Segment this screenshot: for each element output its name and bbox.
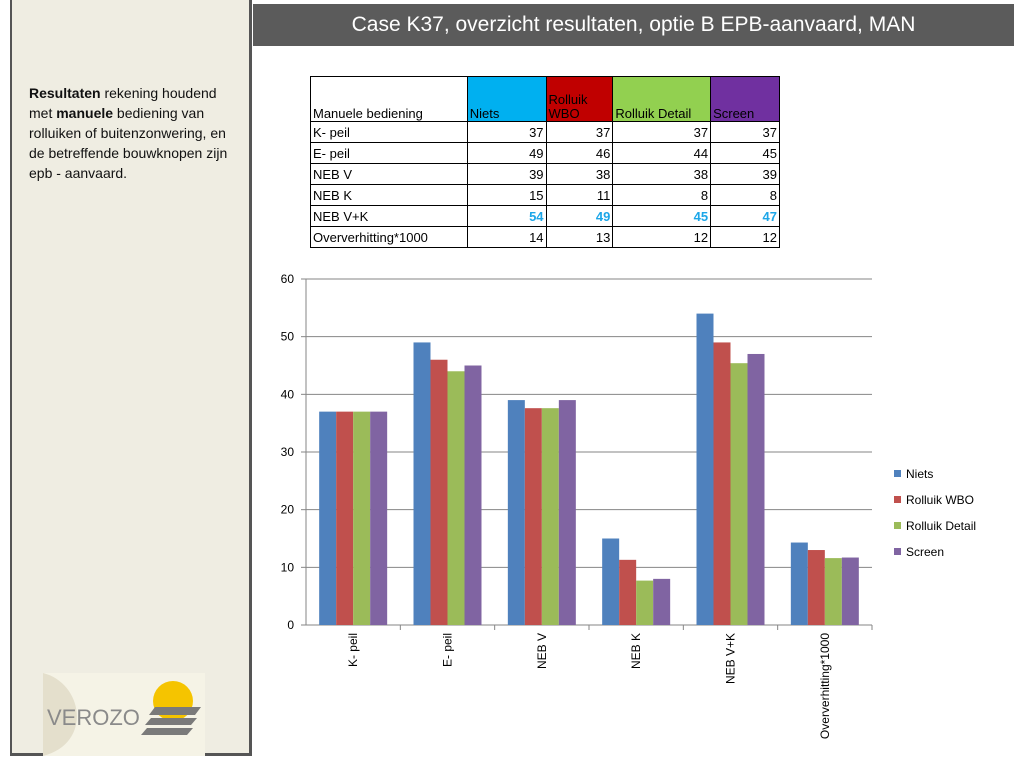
bar bbox=[336, 411, 354, 625]
bar bbox=[353, 411, 371, 625]
table-cell: 38 bbox=[612, 163, 712, 185]
x-tick-label: NEB V bbox=[535, 633, 549, 669]
y-tick-label: 50 bbox=[281, 330, 295, 344]
bar bbox=[747, 353, 765, 625]
sidebar-text-bold-2: manuele bbox=[56, 105, 114, 121]
table-cell: 37 bbox=[466, 121, 547, 143]
row-label: NEB K bbox=[310, 184, 468, 206]
y-tick-label: 20 bbox=[281, 503, 295, 517]
bar bbox=[413, 342, 431, 625]
logo-text: VEROZO bbox=[47, 705, 140, 730]
table-cell: 49 bbox=[545, 205, 614, 227]
legend-swatch bbox=[894, 548, 901, 555]
legend-swatch bbox=[894, 522, 901, 529]
legend-label: Rolluik WBO bbox=[906, 493, 974, 507]
table-row: NEB K 15 11 8 8 bbox=[310, 184, 780, 206]
sidebar-text-bold-1: Resultaten bbox=[29, 85, 101, 101]
bar bbox=[619, 559, 637, 625]
x-tick-label: Oververhitting*1000 bbox=[818, 633, 832, 739]
row-label: K- peil bbox=[310, 121, 468, 143]
table-cell: 37 bbox=[545, 121, 614, 143]
legend-label: Niets bbox=[906, 467, 933, 481]
bar bbox=[713, 342, 731, 625]
table-row-highlighted: NEB V+K 54 49 45 47 bbox=[310, 205, 780, 227]
verozo-logo: VEROZO bbox=[43, 673, 205, 756]
table-cell: 15 bbox=[466, 184, 547, 206]
table-header-cell: Rolluik WBO bbox=[545, 76, 614, 122]
y-tick-label: 40 bbox=[281, 387, 295, 401]
table-cell: 12 bbox=[612, 226, 712, 248]
bar bbox=[730, 363, 748, 625]
bar bbox=[464, 365, 482, 625]
table-header-cell: Niets bbox=[466, 76, 547, 122]
table-header-cell: Screen bbox=[710, 76, 780, 122]
table-cell: 14 bbox=[466, 226, 547, 248]
y-tick-label: 10 bbox=[281, 560, 295, 574]
bar bbox=[653, 578, 671, 625]
table-cell: 37 bbox=[612, 121, 712, 143]
table-cell: 12 bbox=[710, 226, 780, 248]
legend-label: Rolluik Detail bbox=[906, 519, 976, 533]
bar bbox=[447, 371, 465, 625]
bar bbox=[790, 542, 808, 625]
bar bbox=[807, 550, 825, 625]
bar bbox=[370, 411, 388, 625]
table-header-row: Manuele bediening Niets Rolluik WBO Roll… bbox=[310, 76, 780, 122]
table-row: NEB V 39 38 38 39 bbox=[310, 163, 780, 185]
x-tick-label: K- peil bbox=[346, 633, 360, 667]
bar bbox=[319, 411, 337, 625]
row-label: E- peil bbox=[310, 142, 468, 164]
table-cell: 8 bbox=[612, 184, 712, 206]
bar bbox=[602, 538, 620, 625]
table-cell: 46 bbox=[545, 142, 614, 164]
table-cell: 47 bbox=[710, 205, 780, 227]
table-cell: 44 bbox=[612, 142, 712, 164]
table-cell: 13 bbox=[545, 226, 614, 248]
bar bbox=[524, 408, 542, 625]
bar bbox=[430, 359, 448, 625]
x-tick-label: E- peil bbox=[441, 633, 455, 667]
bar bbox=[636, 580, 654, 625]
table-cell: 54 bbox=[466, 205, 547, 227]
page-title: Case K37, overzicht resultaten, optie B … bbox=[253, 4, 1014, 46]
sidebar-panel: Resultaten rekening houdend met manuele … bbox=[10, 0, 252, 756]
bar bbox=[558, 400, 576, 625]
table-row: Oververhitting*1000 14 13 12 12 bbox=[310, 226, 780, 248]
results-table: Manuele bediening Niets Rolluik WBO Roll… bbox=[310, 76, 780, 248]
x-tick-label: NEB V+K bbox=[724, 633, 738, 684]
table-cell: 45 bbox=[612, 205, 712, 227]
row-label: NEB V bbox=[310, 163, 468, 185]
sidebar-text-4: bediening van rolluiken of buitenzonweri… bbox=[29, 105, 228, 181]
row-label: Oververhitting*1000 bbox=[310, 226, 468, 248]
y-tick-label: 30 bbox=[281, 445, 295, 459]
table-row: E- peil 49 46 44 45 bbox=[310, 142, 780, 164]
y-tick-label: 0 bbox=[287, 618, 294, 632]
legend-swatch bbox=[894, 470, 901, 477]
table-cell: 45 bbox=[710, 142, 780, 164]
table-cell: 49 bbox=[466, 142, 547, 164]
bar bbox=[824, 558, 842, 625]
table-cell: 39 bbox=[466, 163, 547, 185]
table-cell: 38 bbox=[545, 163, 614, 185]
table-header-cell: Rolluik Detail bbox=[612, 76, 712, 122]
bar bbox=[541, 408, 559, 625]
legend-label: Screen bbox=[906, 545, 944, 559]
x-tick-label: NEB K bbox=[629, 633, 643, 669]
row-label: NEB V+K bbox=[310, 205, 468, 227]
legend-swatch bbox=[894, 496, 901, 503]
table-cell: 39 bbox=[710, 163, 780, 185]
sidebar-text-2: rekening houdend met bbox=[29, 85, 217, 121]
table-cell: 11 bbox=[545, 184, 614, 206]
bar bbox=[696, 313, 714, 625]
bar bbox=[507, 400, 525, 625]
y-tick-label: 60 bbox=[281, 272, 295, 286]
sidebar-description: Resultaten rekening houdend met manuele … bbox=[29, 83, 229, 183]
bar bbox=[841, 557, 859, 625]
table-cell: 8 bbox=[710, 184, 780, 206]
table-cell: 37 bbox=[710, 121, 780, 143]
bar-chart: 0 10 20 30 40 50 60 K- peil E- peil NEB V NEB K NEB… bbox=[281, 272, 976, 739]
table-row: K- peil 37 37 37 37 bbox=[310, 121, 780, 143]
table-header-cell: Manuele bediening bbox=[310, 76, 468, 122]
